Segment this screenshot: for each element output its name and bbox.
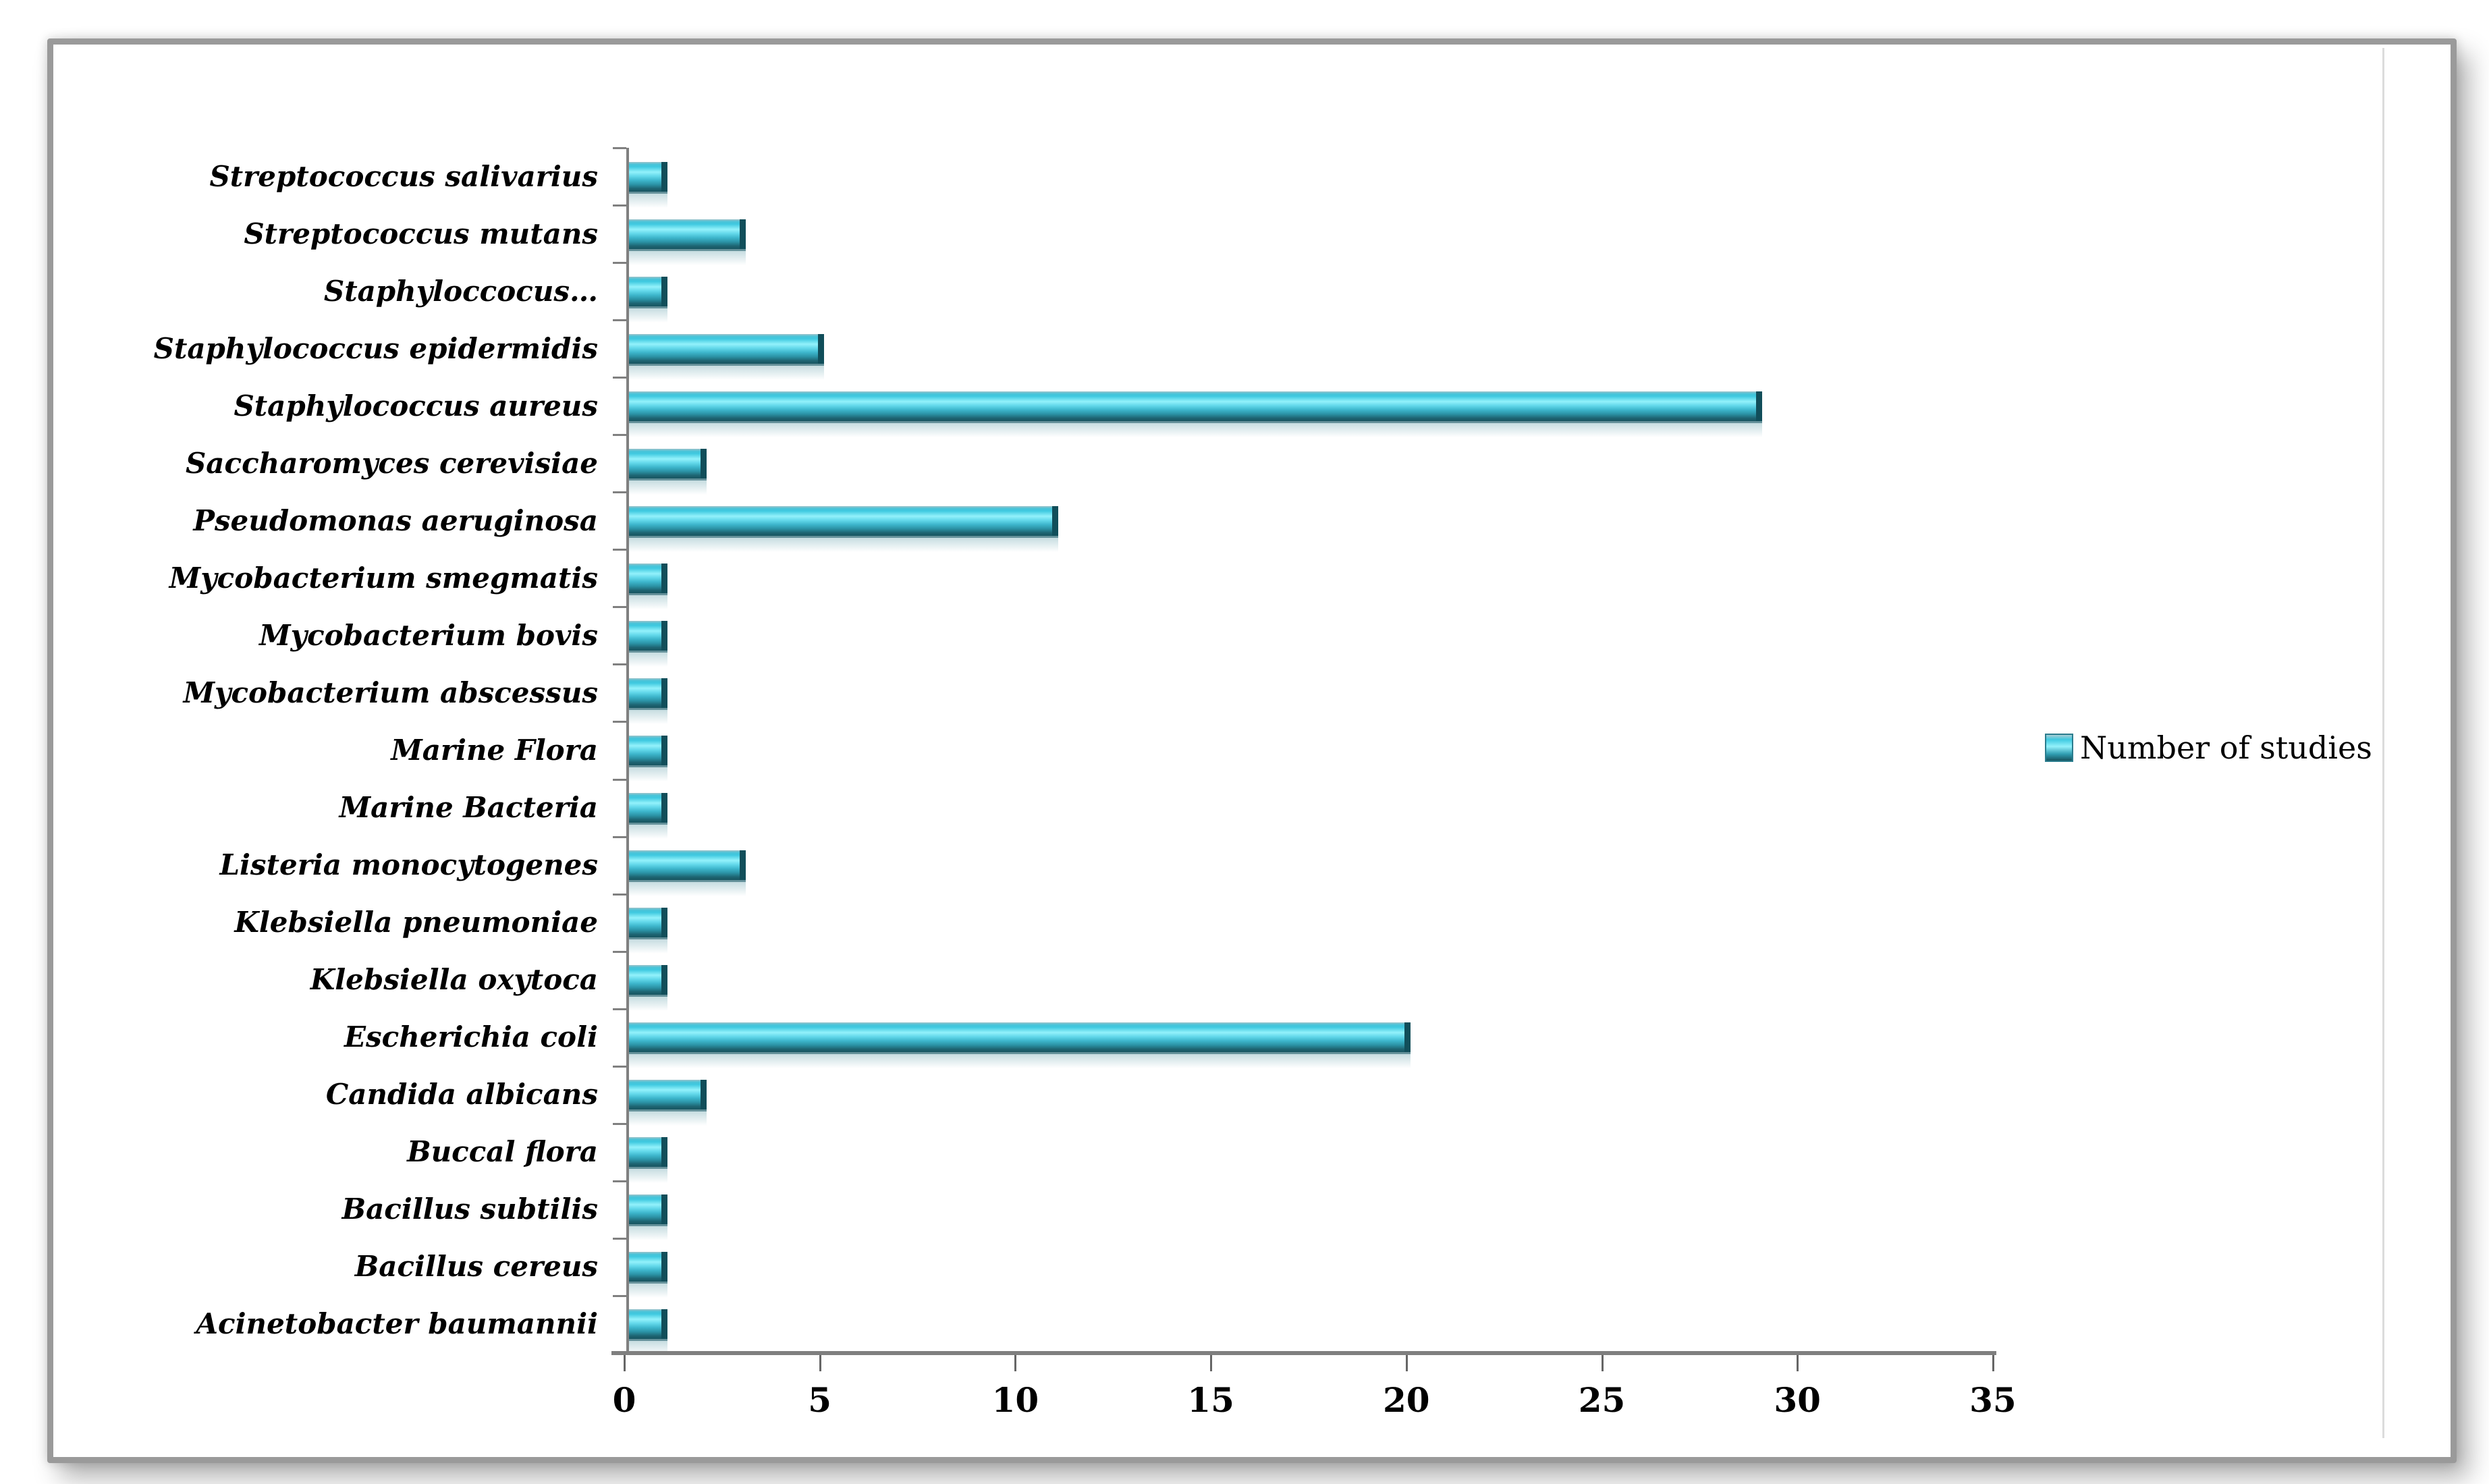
- legend-label: Number of studies: [2080, 730, 2372, 766]
- value-tick: [1014, 1355, 1017, 1371]
- value-axis-tick-label: 20: [1383, 1380, 1430, 1420]
- category-tick: [613, 549, 626, 551]
- bar: [628, 563, 667, 609]
- bar: [628, 620, 667, 667]
- bar: [628, 1309, 667, 1356]
- value-axis-tick-label: 5: [808, 1380, 832, 1420]
- category-label: Staphylococcus aureus: [234, 389, 598, 422]
- category-tick: [613, 606, 626, 609]
- value-axis-tick-label: 25: [1578, 1380, 1626, 1420]
- bar: [628, 1137, 667, 1184]
- category-tick: [613, 663, 626, 666]
- category-label: Marine Bacteria: [339, 791, 598, 825]
- category-tick: [613, 950, 626, 953]
- category-tick: [613, 204, 626, 207]
- category-label: Klebsiella pneumoniae: [234, 906, 598, 939]
- bar: [628, 1252, 667, 1298]
- bar: [628, 736, 667, 781]
- bar: [628, 678, 667, 724]
- category-label: Candida albicans: [325, 1078, 598, 1111]
- value-tick: [1405, 1355, 1408, 1371]
- bar: [628, 333, 824, 380]
- bar: [628, 965, 667, 1012]
- chart-area-right-border: [2382, 48, 2384, 1438]
- bar: [628, 219, 746, 265]
- category-tick: [613, 434, 626, 437]
- category-tick: [613, 1065, 626, 1068]
- category-tick: [613, 893, 626, 896]
- bar: [628, 505, 1059, 552]
- bar: [628, 1194, 667, 1241]
- category-label: Acinetobacter baumannii: [196, 1307, 598, 1341]
- value-axis-tick-label: 10: [991, 1380, 1039, 1420]
- value-tick: [1601, 1355, 1604, 1371]
- category-label: Pseudomonas aeruginosa: [193, 503, 598, 537]
- category-tick: [613, 1237, 626, 1240]
- value-axis-line: [611, 1351, 1996, 1355]
- value-axis-tick-label: 30: [1774, 1380, 1821, 1420]
- value-tick: [1797, 1355, 1799, 1371]
- value-axis-tick-label: 15: [1187, 1380, 1234, 1420]
- category-tick: [613, 377, 626, 379]
- category-label: Bacillus cereus: [354, 1250, 598, 1284]
- category-tick: [613, 262, 626, 265]
- bar: [628, 1022, 1411, 1069]
- category-label: Staphylococcus epidermidis: [153, 331, 598, 365]
- category-label: Marine Flora: [391, 734, 598, 767]
- category-tick: [613, 1008, 626, 1010]
- category-tick: [613, 721, 626, 723]
- category-tick: [613, 1294, 626, 1297]
- bar: [628, 1080, 707, 1126]
- legend: Number of studies: [2045, 729, 2372, 767]
- category-tick: [613, 1180, 626, 1182]
- category-label: Buccal flora: [407, 1135, 598, 1169]
- category-label: Escherichia coli: [344, 1020, 598, 1054]
- value-tick: [1992, 1355, 1994, 1371]
- value-tick: [819, 1355, 821, 1371]
- category-label: Mycobacterium abscessus: [183, 676, 598, 709]
- category-tick: [613, 147, 626, 149]
- bar: [628, 850, 746, 897]
- category-label: Bacillus subtilis: [341, 1192, 598, 1226]
- legend-swatch-icon: [2045, 734, 2073, 762]
- category-tick: [613, 491, 626, 494]
- category-label: Klebsiella oxytoca: [310, 963, 598, 997]
- bar: [628, 793, 667, 840]
- category-axis-line: [626, 148, 629, 1353]
- bar: [628, 161, 667, 208]
- category-label: Streptococcus mutans: [244, 217, 598, 250]
- category-label: Streptococcus salivarius: [209, 159, 598, 193]
- bar: [628, 276, 667, 323]
- bar: [628, 448, 707, 495]
- value-axis-tick-label: 0: [612, 1380, 636, 1420]
- category-tick: [613, 778, 626, 781]
- category-label: Staphyloccocus…: [323, 274, 598, 308]
- category-tick: [613, 1122, 626, 1125]
- bar: [628, 908, 667, 954]
- bar: [628, 391, 1763, 437]
- category-label: Listeria monocytogenes: [219, 848, 598, 882]
- category-label: Saccharomyces cerevisiae: [185, 446, 598, 480]
- category-label: Mycobacterium bovis: [259, 618, 598, 652]
- category-tick: [613, 835, 626, 838]
- value-tick: [1210, 1355, 1213, 1371]
- value-tick: [624, 1355, 626, 1371]
- category-tick: [613, 319, 626, 322]
- value-axis-tick-label: 35: [1969, 1380, 2017, 1420]
- category-label: Mycobacterium smegmatis: [169, 561, 598, 595]
